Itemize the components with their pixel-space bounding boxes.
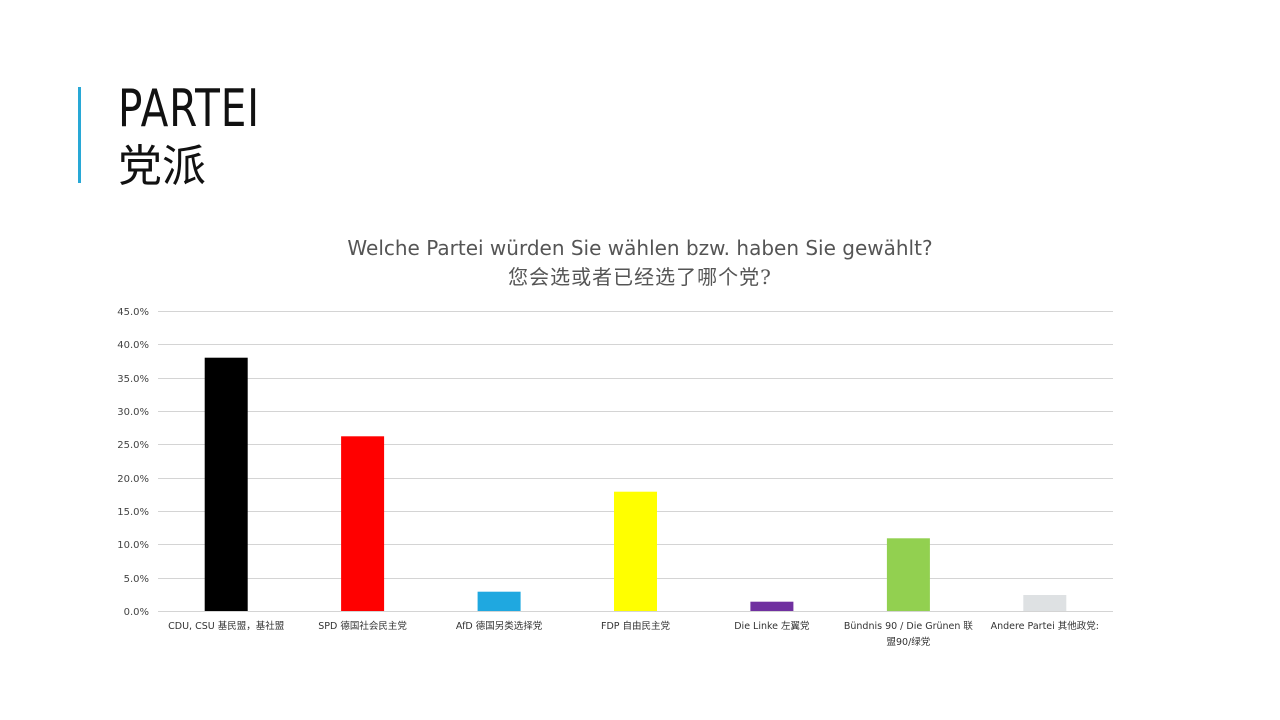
chart-title-chinese: 您会选或者已经选了哪个党? [508,265,772,289]
slide-title-german: PARTEI [118,79,260,139]
y-tick-label: 5.0% [124,574,149,585]
bar [750,601,794,611]
x-category-label: Die Linke 左翼党 [734,621,810,632]
bar [204,357,248,611]
y-tick-label: 15.0% [117,507,149,518]
chart-title-german: Welche Partei würden Sie wählen bzw. hab… [347,236,933,260]
x-category-label: Bündnis 90 / Die Grünen 联盟90/绿党 [843,621,973,648]
slide-title: PARTEI 党派 [118,80,300,194]
y-tick-label: 25.0% [117,440,149,451]
y-tick-label: 30.0% [117,407,149,418]
y-tick-label: 35.0% [117,374,149,385]
y-tick-label: 40.0% [117,340,149,351]
bar [477,591,521,611]
x-category-label: CDU, CSU 基民盟，基社盟 [168,621,285,632]
title-accent-bar [78,87,81,183]
bar [886,538,930,611]
x-category-label: Andere Partei 其他政党: [990,621,1099,632]
x-category-label: AfD 德国另类选择党 [455,621,543,632]
bar [341,436,385,611]
y-tick-label: 10.0% [117,540,149,551]
y-tick-label: 20.0% [117,474,149,485]
y-tick-label: 45.0% [117,307,149,318]
chart-title: Welche Partei würden Sie wählen bzw. hab… [0,234,1280,292]
slide-title-chinese: 党派 [118,141,206,192]
x-category-label: SPD 德国社会民主党 [318,621,407,632]
bar [1023,595,1067,611]
bar [614,491,657,611]
x-category-label: FDP 自由民主党 [600,621,671,632]
y-tick-label: 0.0% [124,607,149,618]
